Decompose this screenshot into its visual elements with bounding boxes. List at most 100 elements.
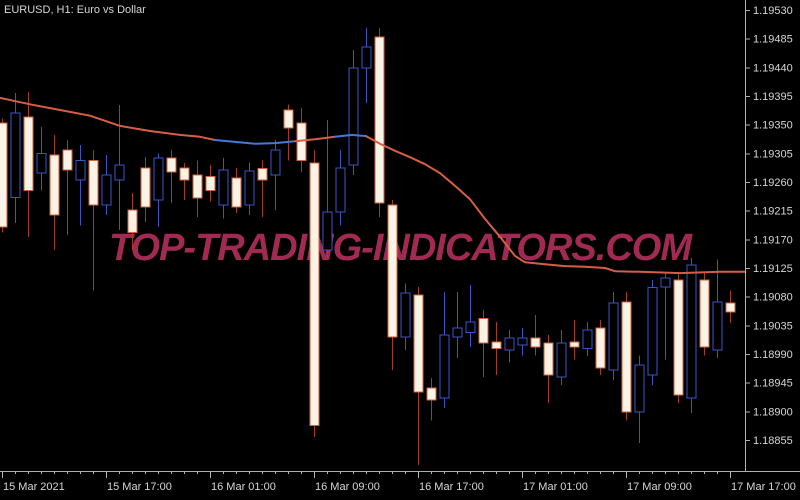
candle-bear <box>491 322 502 376</box>
time-label: 16 Mar 01:00 <box>211 481 276 493</box>
candle-bear <box>179 162 190 200</box>
time-label: 15 Mar 2021 <box>3 481 65 493</box>
candle-body <box>309 162 320 426</box>
candle-body <box>114 164 125 181</box>
candle-bear <box>0 118 8 233</box>
price-scale[interactable]: 1.19530 1.19485 1.19440 1.19395 1.19350 1.193… <box>745 5 793 447</box>
axes-layer <box>0 0 800 472</box>
candle-body <box>478 317 489 344</box>
candle-body <box>439 334 450 399</box>
candle-bull <box>36 127 47 191</box>
candle-body <box>62 149 73 171</box>
candle-bull <box>348 50 359 175</box>
candle-bull <box>439 292 450 409</box>
candle-body <box>530 337 541 348</box>
candle-bull <box>270 139 281 211</box>
price-label: 1.19485 <box>753 34 793 46</box>
candle-body <box>179 167 190 181</box>
candle-body <box>270 149 281 176</box>
candle-bull <box>517 327 528 356</box>
candle-body <box>504 337 515 351</box>
candle-bear <box>205 164 216 202</box>
candle-bull <box>244 162 255 216</box>
candle-body <box>244 170 255 206</box>
price-label: 1.18990 <box>753 349 793 361</box>
candle-body <box>75 159 86 181</box>
candle-body <box>23 116 34 191</box>
candle-body <box>569 341 580 348</box>
candle-bear <box>673 271 684 404</box>
candle-bull <box>647 280 658 386</box>
candle-bull <box>608 292 619 381</box>
candle-body <box>140 167 151 208</box>
candle-bull <box>335 150 346 226</box>
candle-bear <box>88 150 99 291</box>
price-label: 1.19350 <box>753 120 793 132</box>
candle-bull <box>712 259 723 358</box>
ma-segment-down <box>294 135 336 143</box>
candle-bear <box>426 378 437 421</box>
price-label: 1.18900 <box>753 406 793 418</box>
candle-bear <box>62 139 73 235</box>
candle-bear <box>140 157 151 223</box>
candle-bull <box>660 271 671 360</box>
candle-body <box>608 302 619 371</box>
candle-bear <box>257 160 268 218</box>
candle-body <box>374 36 385 204</box>
candles-layer[interactable] <box>0 27 736 465</box>
candle-body <box>387 204 398 338</box>
candle-bear <box>543 334 554 404</box>
candle-body <box>426 387 437 401</box>
ma-segment-up <box>214 139 296 145</box>
price-label: 1.18855 <box>753 435 793 447</box>
candle-bull <box>634 355 645 444</box>
candle-body <box>686 264 697 399</box>
candle-bear <box>166 150 177 204</box>
candle-body <box>192 174 203 199</box>
candle-body <box>101 174 112 206</box>
price-label: 1.19530 <box>753 5 793 17</box>
candle-bull <box>556 329 567 386</box>
candle-body <box>88 159 99 206</box>
price-label: 1.19395 <box>753 91 793 103</box>
candle-body <box>517 337 528 346</box>
candle-bear <box>530 315 541 356</box>
candle-bull <box>452 292 463 358</box>
candle-body <box>712 301 723 351</box>
candle-body <box>582 329 593 349</box>
time-label: 17 Mar 17:00 <box>731 481 796 493</box>
candle-body <box>0 122 8 228</box>
candle-body <box>465 321 476 333</box>
price-label: 1.18945 <box>753 378 793 390</box>
candle-bear <box>192 160 203 218</box>
candle-bull <box>582 322 593 356</box>
candle-bear <box>413 287 424 465</box>
candle-body <box>231 177 242 208</box>
candle-body <box>413 294 424 393</box>
candle-bear <box>387 199 398 370</box>
candle-body <box>699 279 710 348</box>
candle-bear <box>23 92 34 237</box>
candle-body <box>166 157 177 173</box>
candle-bull <box>218 157 229 219</box>
candle-body <box>10 112 21 198</box>
candle-bull <box>75 145 86 226</box>
candle-bull <box>504 329 515 363</box>
candle-body <box>348 67 359 166</box>
time-label: 17 Mar 01:00 <box>523 481 588 493</box>
time-scale[interactable]: 15 Mar 2021 15 Mar 17:00 16 Mar 01:00 16 Ma… <box>2 471 796 493</box>
candle-body <box>647 287 658 376</box>
candle-body <box>543 342 554 376</box>
candle-body <box>660 277 671 288</box>
price-label: 1.19305 <box>753 148 793 160</box>
candle-bull <box>361 27 372 104</box>
candle-bull <box>10 92 21 223</box>
price-label: 1.19170 <box>753 234 793 246</box>
candle-bull <box>400 283 411 351</box>
ma-segment-down <box>365 135 746 275</box>
price-label: 1.19080 <box>753 292 793 304</box>
time-label: 16 Mar 09:00 <box>315 481 380 493</box>
candle-bear <box>283 104 294 161</box>
